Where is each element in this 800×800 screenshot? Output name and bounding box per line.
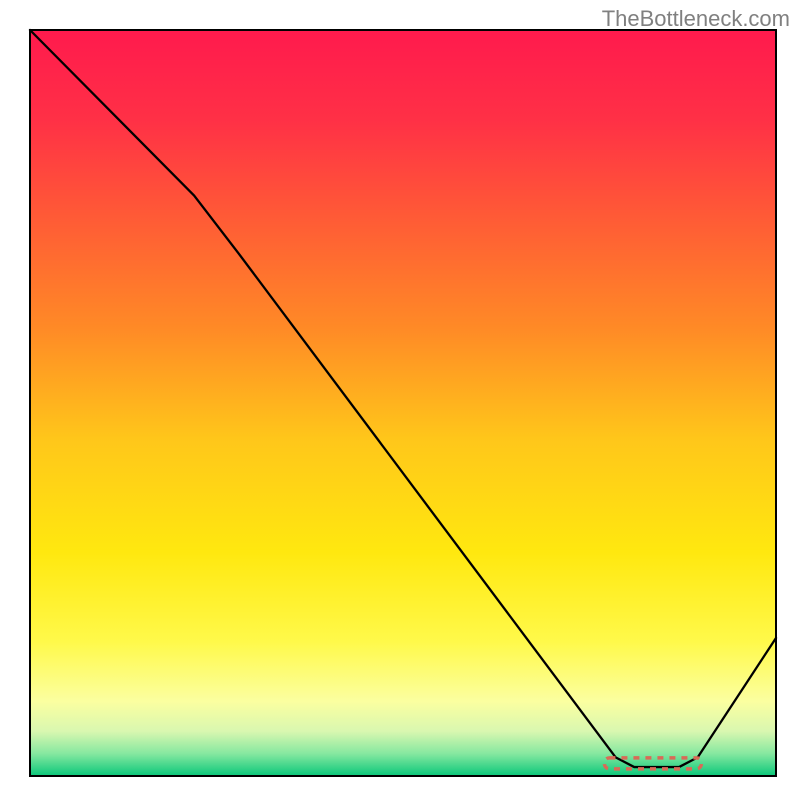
chart-container: TheBottleneck.com: [0, 0, 800, 800]
watermark-text: TheBottleneck.com: [602, 6, 790, 32]
chart-svg: [0, 0, 800, 800]
